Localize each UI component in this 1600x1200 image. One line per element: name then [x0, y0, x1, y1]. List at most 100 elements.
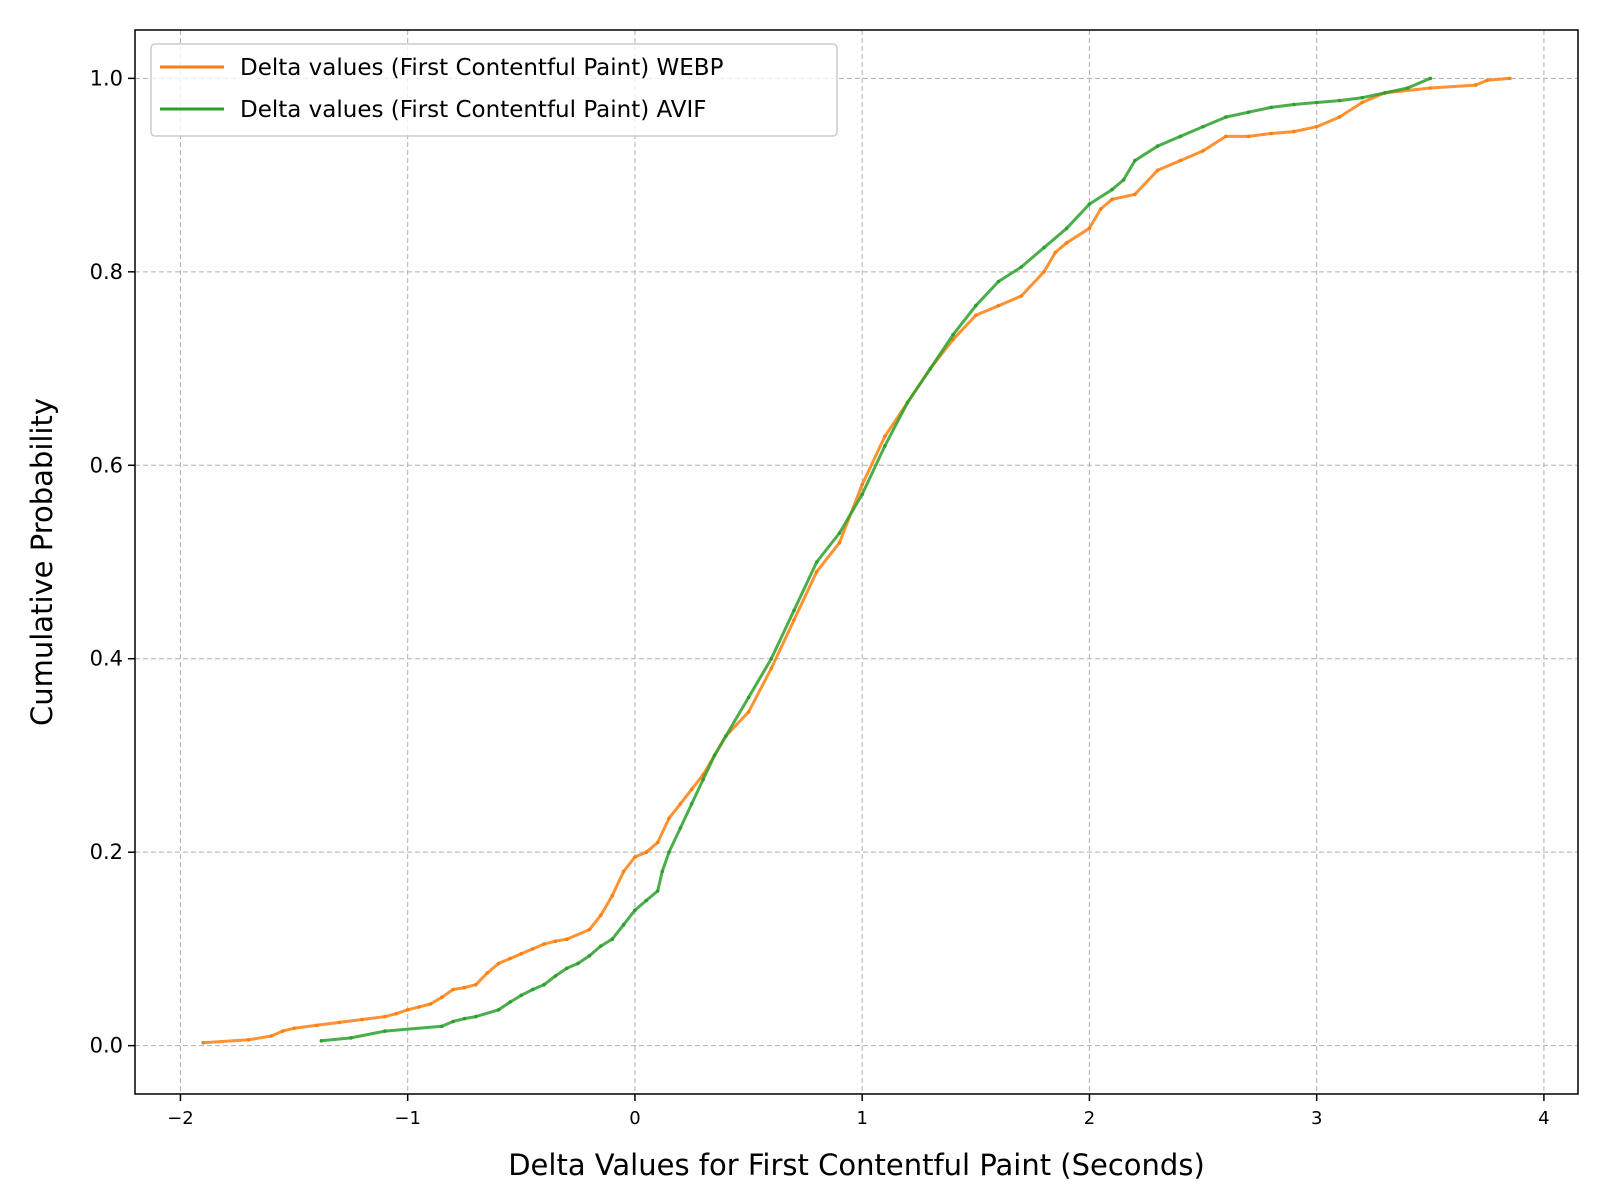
data-point-avif: [701, 777, 705, 782]
data-point-avif: [451, 1019, 455, 1024]
data-point-avif: [1155, 144, 1160, 148]
data-point-webp: [1337, 115, 1342, 119]
x-tick-label: 3: [1311, 1108, 1322, 1129]
data-point-webp: [1201, 149, 1205, 153]
data-point-webp: [508, 956, 512, 961]
data-point-webp: [1064, 241, 1069, 245]
data-point-avif: [1246, 110, 1251, 114]
data-point-webp: [428, 1002, 433, 1006]
data-point-webp: [292, 1026, 296, 1030]
data-point-webp: [565, 937, 569, 941]
data-point-avif: [1314, 100, 1319, 105]
data-point-webp: [837, 540, 842, 545]
data-point-avif: [951, 332, 955, 337]
grid-lines: [135, 30, 1578, 1094]
data-point-webp: [1053, 250, 1058, 255]
y-tick-label: 0.2: [90, 840, 123, 864]
data-point-avif: [905, 400, 910, 405]
data-point-avif: [660, 869, 664, 874]
data-point-avif: [633, 908, 637, 912]
series-layer: [201, 76, 1512, 1045]
x-tick-label: 0: [629, 1108, 640, 1129]
legend-entry-avif: Delta values (First Contentful Paint) AV…: [240, 97, 707, 123]
data-point-webp: [1508, 76, 1512, 81]
y-tick-label: 0.6: [90, 453, 123, 477]
data-point-webp: [1428, 86, 1433, 90]
legend-entry-webp: Delta values (First Contentful Paint) WE…: [240, 55, 724, 81]
data-point-avif: [1405, 86, 1410, 90]
data-point-avif: [792, 608, 796, 613]
data-point-webp: [1019, 294, 1024, 298]
series-line-webp: [203, 76, 1510, 1045]
data-point-webp: [474, 982, 478, 987]
data-point-webp: [769, 666, 774, 671]
data-point-webp: [519, 951, 524, 956]
data-point-webp: [451, 987, 455, 992]
data-point-webp: [599, 913, 603, 917]
data-point-webp: [655, 840, 660, 845]
data-point-webp: [1087, 226, 1092, 231]
data-point-avif: [530, 987, 535, 992]
data-point-webp: [417, 1005, 421, 1009]
data-point-avif: [1360, 95, 1364, 100]
data-point-avif: [508, 1000, 512, 1004]
data-point-avif: [883, 444, 887, 448]
data-point-avif: [746, 695, 751, 700]
data-point-avif: [496, 1008, 501, 1012]
data-point-webp: [883, 434, 887, 439]
data-point-webp: [644, 850, 649, 854]
series-line-avif: [321, 77, 1431, 1043]
data-point-avif: [655, 889, 660, 893]
data-point-avif: [474, 1014, 478, 1019]
data-point-webp: [610, 893, 614, 898]
data-point-webp: [621, 869, 626, 874]
x-tick-label: −2: [167, 1108, 194, 1129]
data-point-webp: [360, 1017, 365, 1022]
y-tick-label: 0.8: [90, 260, 123, 284]
x-tick-label: −1: [394, 1108, 421, 1129]
data-point-webp: [394, 1011, 399, 1016]
data-point-webp: [496, 961, 501, 966]
data-point-webp: [553, 939, 558, 943]
data-point-avif: [1087, 202, 1092, 206]
data-point-avif: [814, 560, 819, 564]
x-axis: −2 −1 0 1 2 3 4: [167, 1094, 1550, 1129]
data-point-avif: [667, 850, 671, 854]
data-point-avif: [1269, 105, 1273, 110]
data-point-webp: [1042, 270, 1046, 274]
data-point-avif: [599, 944, 603, 948]
data-point-avif: [712, 753, 717, 758]
data-point-avif: [576, 961, 580, 966]
data-point-webp: [678, 802, 683, 806]
y-tick-label: 0.0: [90, 1034, 123, 1058]
data-point-webp: [530, 947, 535, 951]
data-point-webp: [337, 1020, 342, 1025]
data-point-webp: [383, 1014, 387, 1019]
data-point-webp: [1292, 129, 1296, 134]
data-point-avif: [440, 1024, 444, 1029]
data-point-webp: [246, 1038, 251, 1042]
data-point-avif: [621, 922, 626, 927]
data-point-webp: [1155, 168, 1160, 173]
data-point-avif: [928, 366, 933, 371]
data-point-webp: [1133, 192, 1137, 197]
data-point-avif: [996, 279, 1001, 284]
legend-box: [150, 43, 838, 137]
data-point-webp: [1360, 100, 1364, 105]
data-point-webp: [440, 995, 444, 1000]
data-point-avif: [1133, 158, 1137, 163]
data-point-webp: [1110, 197, 1114, 202]
data-point-webp: [689, 787, 694, 792]
data-point-avif: [1201, 124, 1205, 129]
data-point-avif: [644, 898, 649, 903]
data-point-webp: [1473, 83, 1478, 87]
data-point-avif: [1224, 115, 1228, 119]
data-point-avif: [1428, 76, 1433, 81]
x-tick-label: 1: [856, 1108, 867, 1129]
data-point-avif: [1337, 98, 1342, 103]
data-point-avif: [587, 953, 592, 958]
data-point-webp: [996, 303, 1001, 308]
data-point-avif: [1110, 187, 1114, 192]
data-point-webp: [485, 971, 490, 975]
data-point-avif: [610, 937, 614, 941]
